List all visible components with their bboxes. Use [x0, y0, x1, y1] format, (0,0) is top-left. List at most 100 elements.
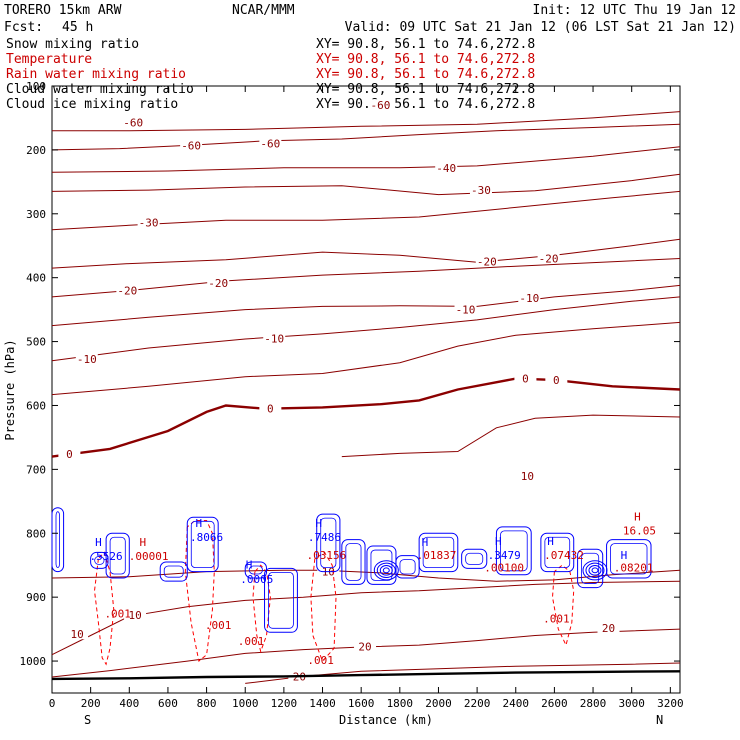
- temperature-contour-label: 20: [602, 622, 615, 635]
- cloud-core-ring: [588, 565, 602, 576]
- cloud-contour-inner: [55, 511, 60, 568]
- field-name: Snow mixing ratio: [6, 37, 139, 52]
- extremum-label: .00100: [484, 562, 524, 575]
- temperature-contour-label: -60: [181, 139, 201, 152]
- extremum-label: H: [196, 517, 203, 530]
- temperature-contour-label: -60: [123, 116, 143, 129]
- field-coords: XY= 90.8, 56.1 to 74.6,272.8: [316, 82, 535, 97]
- extremum-label: .00001: [129, 550, 169, 563]
- temperature-contour-label: -20: [539, 253, 559, 266]
- contour-label-bg: [516, 469, 539, 481]
- x-tick-label: 1000: [232, 697, 259, 710]
- extremum-label: H: [495, 535, 502, 548]
- contour-label-bg: [469, 184, 492, 196]
- y-tick-label: 500: [26, 336, 46, 349]
- temperature-contour-label: -20: [208, 277, 228, 290]
- extremum-label: 16.05: [623, 525, 656, 538]
- temperature-contour-label: 0: [553, 374, 560, 387]
- cloud-contour-inner: [320, 517, 337, 568]
- x-tick-label: 0: [49, 697, 56, 710]
- x-tick-label: 2400: [503, 697, 530, 710]
- y-tick-label: 800: [26, 527, 46, 540]
- temperature-contour: [51, 123, 681, 151]
- field-legend: Snow mixing ratio XY= 90.8, 56.1 to 74.6,…: [6, 37, 535, 112]
- source-title: NCAR/MMM: [232, 3, 295, 18]
- temperature-contour-label: -30: [139, 217, 159, 230]
- cloud-core-ring: [582, 560, 608, 581]
- extremum-label: H: [246, 558, 253, 571]
- cloud-contour: [606, 539, 652, 579]
- x-tick-label: 2200: [464, 697, 491, 710]
- extremum-label: .07432: [544, 549, 584, 562]
- contour-label-bg: [259, 402, 282, 414]
- contour-label-bg: [75, 352, 98, 364]
- x-tick-label: 1400: [309, 697, 336, 710]
- temperature-contour: [51, 569, 681, 582]
- extremum-label: H: [422, 536, 429, 549]
- temperature-contour: [51, 377, 681, 458]
- axes: 0 200 400 600 800 1000 1200 1400 1600 1800 2000 220…: [20, 80, 684, 710]
- cloud-contour: [264, 567, 298, 633]
- plot-frame: [51, 85, 681, 694]
- cloud-contour-inner: [370, 549, 393, 581]
- rain-contour: [184, 520, 215, 663]
- cloud-contour: [105, 532, 130, 579]
- cloud-contour: [186, 516, 219, 573]
- contour-label-bg: [180, 139, 203, 151]
- contour-label-bg: [207, 276, 230, 288]
- extremum-label: .5526: [90, 550, 123, 563]
- forecast-hours: 45 h: [62, 20, 93, 35]
- cloud-contour: [461, 548, 488, 569]
- extremum-label: .03156: [307, 549, 347, 562]
- valid-time: Valid: 09 UTC Sat 21 Jan 12 (06 LST Sat …: [345, 20, 736, 35]
- x-tick-label: 1800: [387, 697, 414, 710]
- ground-surface: [51, 670, 681, 681]
- rain-contour: [310, 551, 337, 663]
- extremum-label: H: [634, 510, 641, 523]
- temperature-contour: [341, 414, 681, 458]
- cloud-core-ring: [591, 567, 599, 574]
- south-end-label: S: [84, 713, 91, 727]
- ground-line: [51, 670, 681, 681]
- contour-label-bg: [137, 216, 160, 228]
- extremum-label: H: [140, 536, 147, 549]
- cloud-contour-inner: [268, 572, 294, 629]
- cloud-contour-inner: [399, 559, 416, 575]
- x-tick-label: 2600: [541, 697, 568, 710]
- temperature-contour: [51, 146, 681, 173]
- field-coords: XY= 90.8, 56.1 to 74.6,272.8: [316, 67, 535, 82]
- temperature-contour-label: -10: [77, 353, 97, 366]
- north-end-label: N: [656, 713, 663, 727]
- contour-label-bg: [454, 303, 477, 315]
- x-tick-label: 1600: [348, 697, 375, 710]
- temperature-contour-label: 0: [267, 403, 274, 416]
- cloud-contour: [90, 551, 109, 569]
- contour-label-bg: [475, 255, 498, 267]
- extremum-label: .3479: [488, 549, 521, 562]
- field-coords: XY= 90.8, 56.1 to 74.6,272.8: [316, 97, 535, 112]
- cloud-contour-inner: [248, 565, 263, 575]
- x-tick-label: 200: [81, 697, 101, 710]
- rain-contours: .001 .001 .001 .001 .001: [93, 520, 575, 667]
- extremum-label: .01837: [417, 549, 457, 562]
- contour-label-bg: [369, 99, 392, 111]
- extrema-annotations: H.5526H.00001H.8066H.0005H.7486.03156H.0…: [90, 510, 656, 586]
- cloud-contour: [316, 513, 341, 573]
- extremum-label: .0005: [240, 573, 273, 586]
- cloud-core-ring: [376, 562, 396, 579]
- rain-contour-label: .001: [238, 635, 265, 648]
- contour-label-bg: [66, 628, 89, 640]
- temperature-contours: -60 -60 -60 -60 -40 -30 -30 -20 -20 -20 -20 -10 -10 -…: [51, 99, 681, 684]
- rain-contour-label: .001: [307, 654, 334, 667]
- contour-label-bg: [514, 372, 537, 384]
- temperature-contour: [51, 173, 681, 196]
- x-tick-label: 2800: [580, 697, 607, 710]
- cloud-contour-inner: [610, 543, 648, 575]
- contour-label-bg: [518, 292, 541, 304]
- field-name: Temperature: [6, 52, 92, 67]
- cloud-contour-inner: [109, 536, 126, 575]
- y-tick-label: 900: [26, 591, 46, 604]
- temperature-contour: [51, 258, 681, 298]
- cloud-contour-inner: [500, 530, 528, 572]
